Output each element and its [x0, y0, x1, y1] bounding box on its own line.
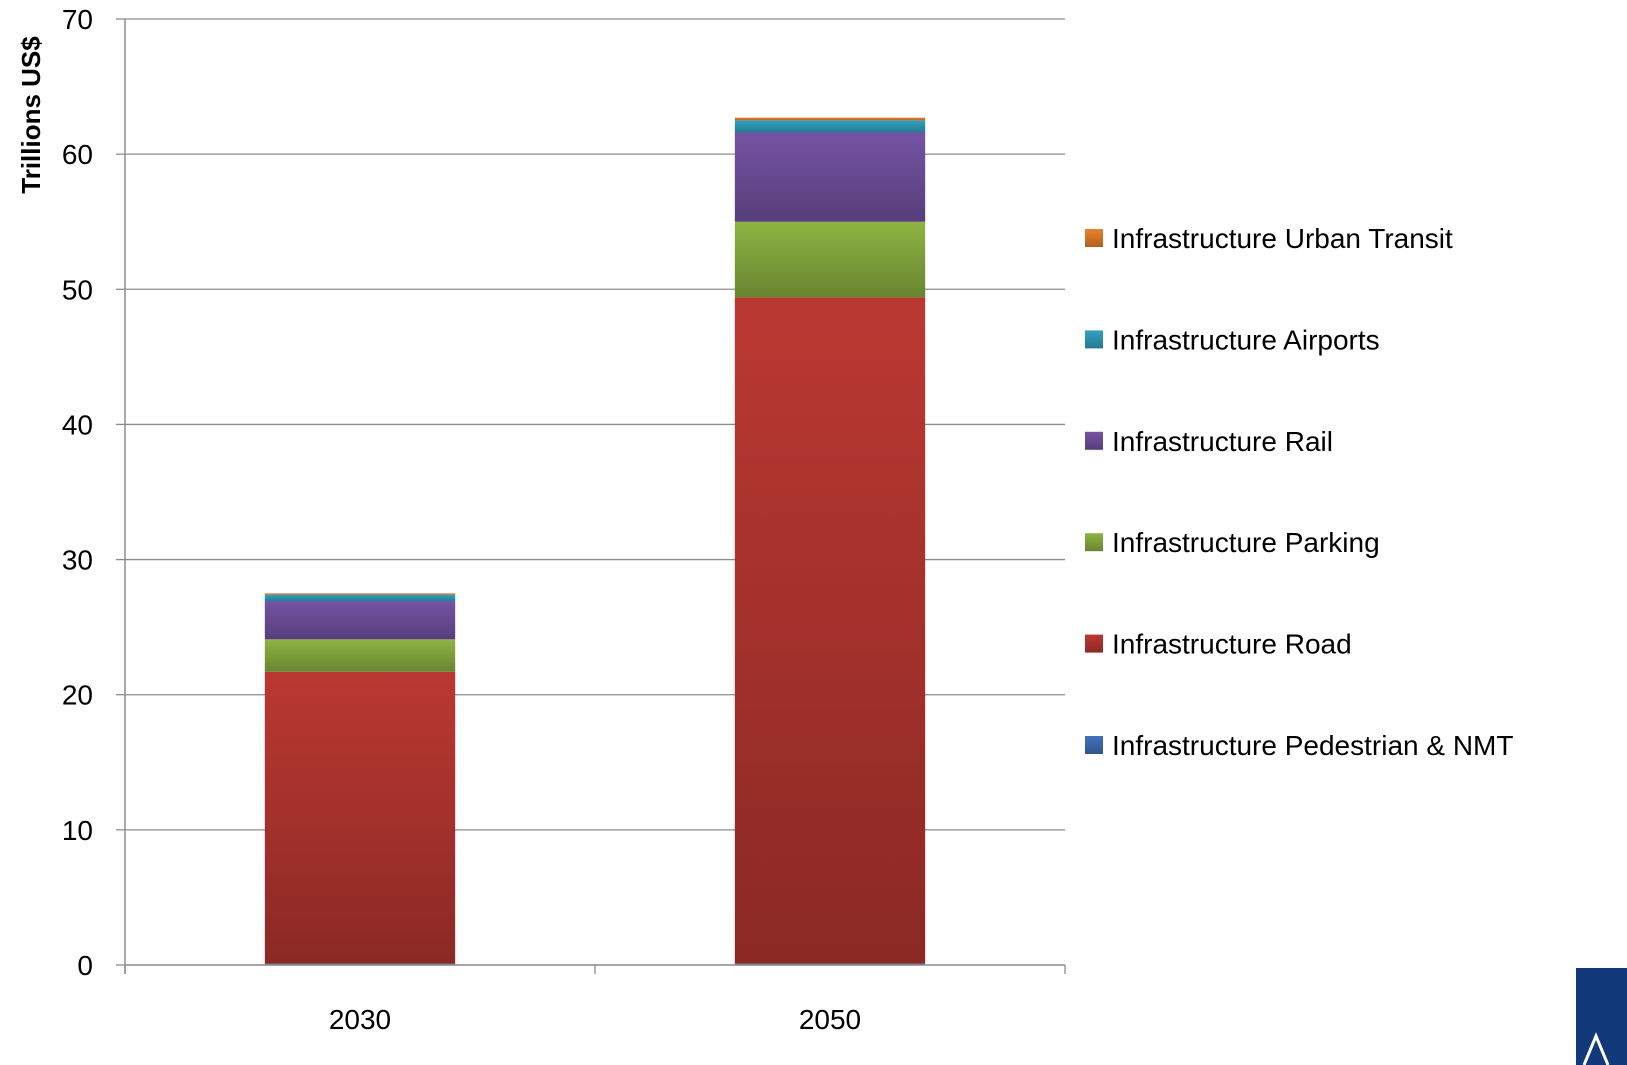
- legend-label: Infrastructure Road: [1112, 629, 1352, 660]
- legend-label: Infrastructure Parking: [1112, 527, 1380, 558]
- y-tick-label: 10: [62, 815, 93, 846]
- axes: [116, 18, 1066, 974]
- legend-swatch: [1085, 533, 1103, 552]
- y-tick-label: 70: [62, 4, 93, 35]
- legend-label: Infrastructure Urban Transit: [1112, 223, 1453, 254]
- y-tick-label: 0: [77, 950, 93, 981]
- bar-segment-infrastructure-airports-2030: [264, 594, 456, 602]
- legend-swatch: [1085, 330, 1103, 349]
- y-tick-label: 40: [62, 409, 93, 440]
- bar-segment-infrastructure-airports-2050: [734, 120, 926, 133]
- bar-segment-infrastructure-road-2030: [264, 671, 456, 964]
- y-tick-label: 60: [62, 139, 93, 170]
- legend: Infrastructure Urban Transit Infrastructu…: [1085, 223, 1513, 761]
- bar-segment-infrastructure-rail-2050: [734, 132, 926, 222]
- y-tick-label: 20: [62, 680, 93, 711]
- legend-swatch: [1085, 736, 1103, 754]
- bar-segment-infrastructure-rail-2030: [264, 601, 456, 640]
- y-tick-label: 30: [62, 545, 93, 576]
- x-tick-label: 2030: [329, 1004, 391, 1035]
- x-tick-label: 2050: [799, 1004, 861, 1035]
- bar-segment-infrastructure-parking-2050: [734, 221, 926, 298]
- legend-swatch: [1085, 229, 1103, 247]
- y-axis-title: Trillions US$: [16, 36, 46, 194]
- bar-segment-infrastructure-urban-transit-2050: [734, 117, 926, 121]
- bar-segment-infrastructure-parking-2030: [264, 639, 456, 672]
- y-tick-label: 50: [62, 274, 93, 305]
- legend-swatch: [1085, 431, 1103, 450]
- legend-swatch: [1085, 634, 1103, 653]
- legend-label: Infrastructure Pedestrian & NMT: [1112, 730, 1513, 761]
- x-tick-labels: 2030 2050: [329, 1004, 861, 1035]
- bars: [264, 117, 926, 965]
- y-tick-labels: 0 10 20 30 40 50 60 70: [62, 4, 93, 981]
- legend-label: Infrastructure Rail: [1112, 426, 1333, 457]
- logo: [1576, 968, 1627, 1065]
- legend-label: Infrastructure Airports: [1112, 324, 1380, 355]
- bar-segment-infrastructure-urban-transit-2030: [264, 593, 456, 595]
- bar-segment-infrastructure-road-2050: [734, 297, 926, 964]
